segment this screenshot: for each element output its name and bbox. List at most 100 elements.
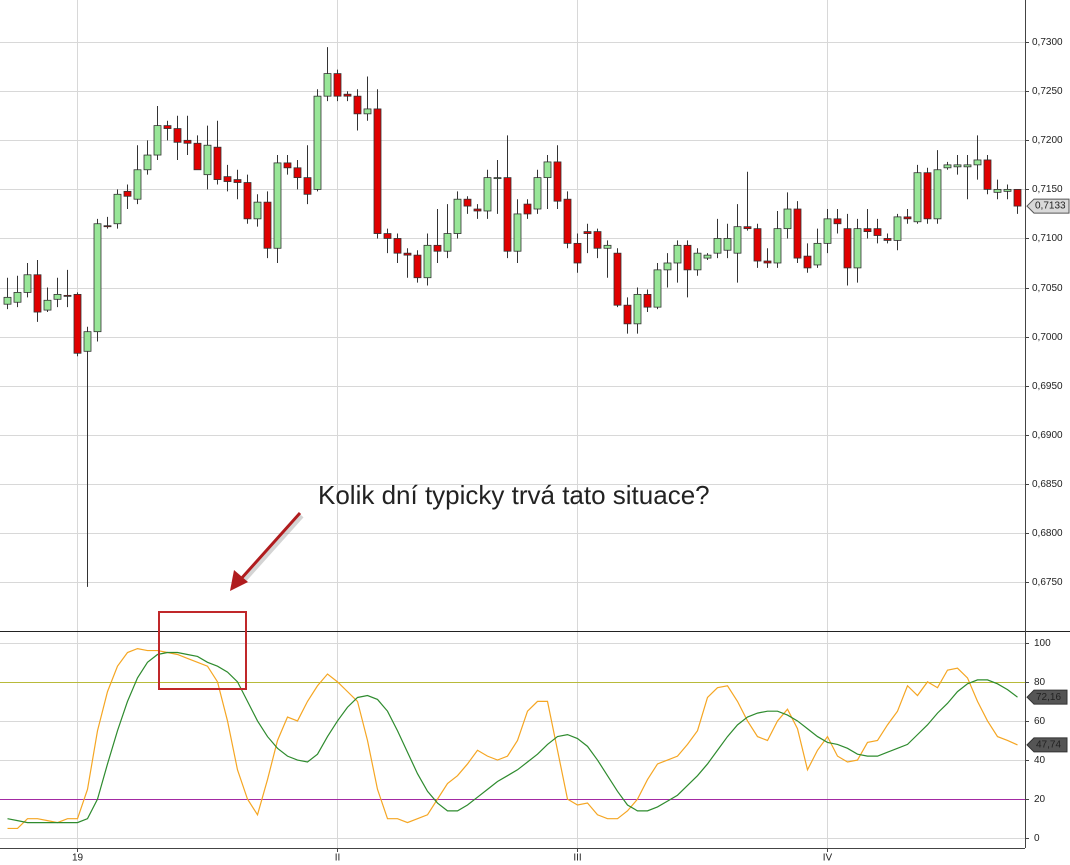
- candle-body: [383, 233, 392, 239]
- candle-body: [483, 177, 492, 212]
- candle-body: [713, 238, 722, 254]
- candle-body: [33, 274, 42, 313]
- y-tick-label: 0,6750: [1032, 577, 1063, 588]
- candle-body: [63, 294, 72, 297]
- candle-body: [593, 231, 602, 249]
- candle-body: [203, 144, 212, 176]
- candle-body: [623, 304, 632, 325]
- candle-body: [613, 252, 622, 306]
- candle-body: [813, 242, 822, 266]
- candle-body: [773, 228, 782, 264]
- candle-body: [703, 254, 712, 259]
- candle-body: [933, 169, 942, 220]
- candle-body: [273, 162, 282, 249]
- candle-body: [923, 172, 932, 220]
- candle-body: [753, 228, 762, 262]
- y-tick-label: 80: [1034, 677, 1046, 688]
- candle-body: [223, 176, 232, 182]
- candle-body: [733, 226, 742, 254]
- candle-body: [83, 331, 92, 352]
- candle-body: [293, 167, 302, 179]
- y-tick-label: 0,7250: [1032, 86, 1063, 97]
- candle-body: [463, 198, 472, 207]
- value-tag-label: 72,16: [1036, 692, 1061, 703]
- candle-body: [363, 108, 372, 115]
- y-tick-label: 0,7150: [1032, 184, 1063, 195]
- candle-body: [3, 296, 12, 305]
- y-tick-label: 0: [1034, 833, 1040, 844]
- x-tick-label: 19: [72, 853, 84, 864]
- candle-body: [93, 223, 102, 333]
- y-tick-label: 0,7050: [1032, 283, 1063, 294]
- annotation: Kolik dní typicky trvá tato situace?: [318, 480, 710, 510]
- price-tag-label: 0,7133: [1035, 201, 1066, 212]
- candle-body: [323, 73, 332, 97]
- candle-body: [673, 244, 682, 264]
- candle-body: [863, 228, 872, 232]
- candle-body: [473, 208, 482, 212]
- candle-body: [883, 238, 892, 241]
- candle-body: [963, 164, 972, 168]
- candle-body: [303, 177, 312, 195]
- oscillator-line: [7, 647, 1018, 830]
- candle-body: [423, 244, 432, 279]
- y-tick-label: 0,6950: [1032, 381, 1063, 392]
- candle-body: [233, 179, 242, 183]
- candle-body: [53, 293, 62, 300]
- y-tick-label: 0,7000: [1032, 332, 1063, 343]
- highlight-box: [158, 611, 247, 690]
- candle-body: [793, 208, 802, 259]
- candle-body: [173, 128, 182, 143]
- candle-body: [893, 216, 902, 241]
- candle-body: [953, 164, 962, 168]
- candle-body: [853, 228, 862, 269]
- candle-body: [253, 201, 262, 220]
- candle-body: [533, 177, 542, 210]
- candle-body: [123, 190, 132, 197]
- x-tick-label: II: [335, 853, 341, 864]
- y-tick-label: 60: [1034, 716, 1046, 727]
- candle-body: [373, 108, 382, 234]
- candle-body: [603, 244, 612, 249]
- candle-body: [453, 198, 462, 234]
- candle-body: [103, 225, 112, 228]
- candle-body: [943, 164, 952, 169]
- candle-body: [543, 161, 552, 179]
- candle-body: [113, 193, 122, 225]
- candle-body: [433, 244, 442, 252]
- candle-body: [573, 242, 582, 264]
- candle-body: [823, 218, 832, 244]
- candle-body: [23, 274, 32, 293]
- candle-body: [663, 262, 672, 271]
- candle-body: [993, 188, 1002, 193]
- candle-body: [343, 93, 352, 97]
- candle-body: [983, 159, 992, 190]
- candle-body: [723, 238, 732, 251]
- candle-body: [333, 73, 342, 97]
- candle-body: [913, 172, 922, 223]
- candle-body: [243, 182, 252, 220]
- grid: [0, 0, 1025, 848]
- candle-body: [693, 252, 702, 271]
- candle-body: [403, 252, 412, 256]
- price-tag: [1026, 198, 1070, 214]
- value-tag-label: 47,74: [1036, 740, 1061, 751]
- y-tick-label: 100: [1034, 638, 1051, 649]
- y-tick-label: 0,7200: [1032, 135, 1063, 146]
- candle-body: [903, 216, 912, 220]
- candle-body: [503, 177, 512, 252]
- oscillator-line: [7, 651, 1018, 824]
- candle-body: [843, 228, 852, 269]
- candle-body: [643, 293, 652, 308]
- candle-body: [143, 154, 152, 171]
- candle-body: [13, 292, 22, 303]
- candle-body: [763, 260, 772, 264]
- candle-body: [133, 169, 142, 200]
- candle-body: [193, 142, 202, 171]
- value-tag: [1026, 737, 1068, 753]
- candle-body: [313, 95, 322, 190]
- y-tick-label: 0,6800: [1032, 528, 1063, 539]
- candle-body: [413, 254, 422, 279]
